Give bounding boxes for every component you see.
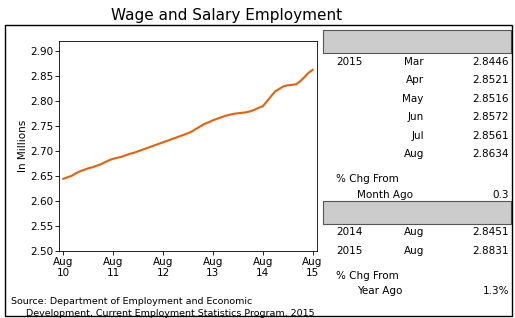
Text: % Chg From: % Chg From bbox=[336, 174, 399, 184]
Text: Jun: Jun bbox=[407, 112, 424, 122]
Text: Wage and Salary Employment: Wage and Salary Employment bbox=[111, 8, 342, 23]
Text: 1.3%: 1.3% bbox=[483, 286, 509, 296]
Text: 2.8561: 2.8561 bbox=[472, 131, 509, 141]
Text: Apr: Apr bbox=[406, 75, 424, 85]
Text: 0.3: 0.3 bbox=[492, 190, 509, 200]
Text: 2.8521: 2.8521 bbox=[472, 75, 509, 85]
Text: 2.8446: 2.8446 bbox=[472, 57, 509, 67]
Text: 2.8634: 2.8634 bbox=[472, 149, 509, 159]
Text: Jul: Jul bbox=[411, 131, 424, 141]
Text: seasonally adjusted: seasonally adjusted bbox=[366, 37, 469, 47]
Y-axis label: In Millions: In Millions bbox=[18, 120, 28, 172]
Text: 2015: 2015 bbox=[336, 246, 363, 256]
Text: % Chg From: % Chg From bbox=[336, 271, 399, 281]
Text: 2.8516: 2.8516 bbox=[472, 94, 509, 104]
Text: unadjusted: unadjusted bbox=[388, 207, 447, 217]
Text: Mar: Mar bbox=[404, 57, 424, 67]
Text: Source: Department of Employment and Economic: Source: Department of Employment and Eco… bbox=[11, 297, 252, 306]
Text: 2.8451: 2.8451 bbox=[472, 227, 509, 238]
Text: May: May bbox=[402, 94, 424, 104]
Text: 2.8831: 2.8831 bbox=[472, 246, 509, 256]
Text: 2014: 2014 bbox=[336, 227, 363, 238]
Text: Aug: Aug bbox=[403, 227, 424, 238]
Text: 2015: 2015 bbox=[336, 57, 363, 67]
Text: Aug: Aug bbox=[403, 246, 424, 256]
Text: Aug: Aug bbox=[403, 149, 424, 159]
Text: Development, Current Employment Statistics Program, 2015: Development, Current Employment Statisti… bbox=[11, 309, 315, 318]
Text: Year Ago: Year Ago bbox=[357, 286, 402, 296]
Text: 2.8572: 2.8572 bbox=[472, 112, 509, 122]
Text: Month Ago: Month Ago bbox=[357, 190, 413, 200]
